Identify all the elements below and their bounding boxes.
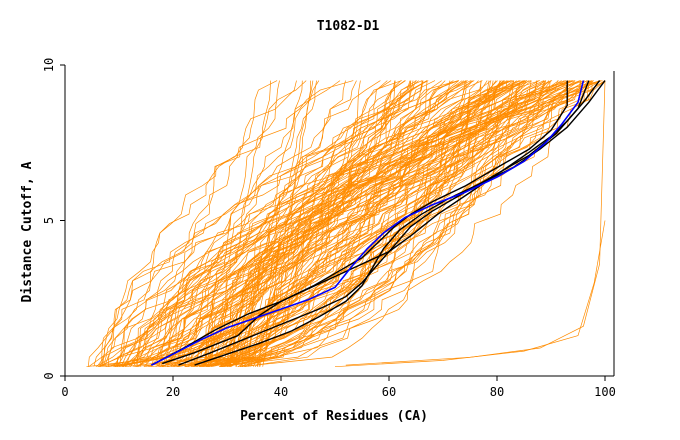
x-tick-label: 0 xyxy=(61,385,68,399)
model-curve xyxy=(198,80,501,368)
reference-curve xyxy=(151,80,585,366)
x-tick-label: 40 xyxy=(274,385,288,399)
model-curve xyxy=(108,80,602,368)
model-curve xyxy=(150,80,428,368)
model-curve xyxy=(222,80,527,368)
model-curve xyxy=(100,80,527,367)
model-curve xyxy=(136,80,423,367)
y-tick-label: 5 xyxy=(42,217,56,224)
model-curve xyxy=(244,80,523,368)
model-curve xyxy=(206,80,428,367)
model-curve xyxy=(136,80,423,368)
x-tick-label: 60 xyxy=(382,385,396,399)
model-curve xyxy=(200,80,442,367)
model-curve xyxy=(221,80,357,367)
model-curve xyxy=(203,80,575,367)
model-curve xyxy=(250,80,412,367)
model-curve xyxy=(220,80,514,368)
model-curve xyxy=(186,80,532,368)
model-curve xyxy=(96,80,354,367)
model-curve xyxy=(102,80,416,367)
model-curve xyxy=(104,80,490,368)
model-curve xyxy=(138,80,402,367)
model-curve xyxy=(125,80,593,367)
y-axis-label: Distance Cutoff, A xyxy=(20,161,35,302)
model-curve xyxy=(119,80,429,367)
model-curves xyxy=(86,80,606,368)
x-ticks: 0 20 40 60 80 100 xyxy=(61,376,616,399)
model-curve xyxy=(129,80,459,367)
model-curve xyxy=(254,80,580,367)
model-curve xyxy=(140,80,606,367)
highlight-curve xyxy=(194,80,606,366)
model-curve xyxy=(236,80,346,367)
model-curve xyxy=(345,80,606,366)
model-curve xyxy=(191,80,524,367)
y-tick-label: 10 xyxy=(42,58,56,72)
reference-curve-line xyxy=(151,80,585,366)
y-ticks: 0 5 10 xyxy=(42,58,65,380)
model-curve xyxy=(239,80,530,368)
model-curve xyxy=(219,80,581,368)
model-curve xyxy=(107,80,297,367)
model-curve xyxy=(87,80,460,367)
x-axis-label: Percent of Residues (CA) xyxy=(240,409,428,424)
model-curve xyxy=(122,80,436,367)
model-curve xyxy=(256,80,388,367)
model-curve xyxy=(242,80,547,367)
model-curve xyxy=(130,80,502,367)
model-curve xyxy=(334,220,606,368)
model-curve xyxy=(203,80,280,367)
model-curve xyxy=(205,80,520,367)
model-curve xyxy=(220,80,488,368)
model-curve xyxy=(116,80,602,367)
model-curve xyxy=(123,80,505,367)
model-curve xyxy=(222,80,454,367)
model-curve xyxy=(205,80,526,367)
model-curve xyxy=(88,80,459,367)
model-curve xyxy=(226,80,474,367)
model-curve xyxy=(116,80,569,368)
model-curve xyxy=(207,80,565,368)
model-curve xyxy=(103,80,547,367)
model-curve xyxy=(97,80,532,368)
y-tick-label: 0 xyxy=(42,372,56,379)
highlight-curve xyxy=(151,80,568,366)
model-curve xyxy=(132,80,411,367)
chart-title: T1082-D1 xyxy=(317,19,380,34)
x-tick-label: 80 xyxy=(490,385,504,399)
model-curve xyxy=(229,80,303,367)
model-curve xyxy=(173,80,465,367)
model-curve xyxy=(196,80,491,368)
model-curve xyxy=(226,80,574,367)
x-tick-label: 100 xyxy=(594,385,616,399)
model-curve xyxy=(143,80,467,367)
highlight-curve xyxy=(178,80,590,366)
model-curve xyxy=(161,80,483,367)
model-curve xyxy=(93,80,585,367)
x-tick-label: 20 xyxy=(166,385,180,399)
model-curve xyxy=(98,80,419,368)
model-curve xyxy=(144,80,271,368)
model-curve xyxy=(156,80,278,367)
